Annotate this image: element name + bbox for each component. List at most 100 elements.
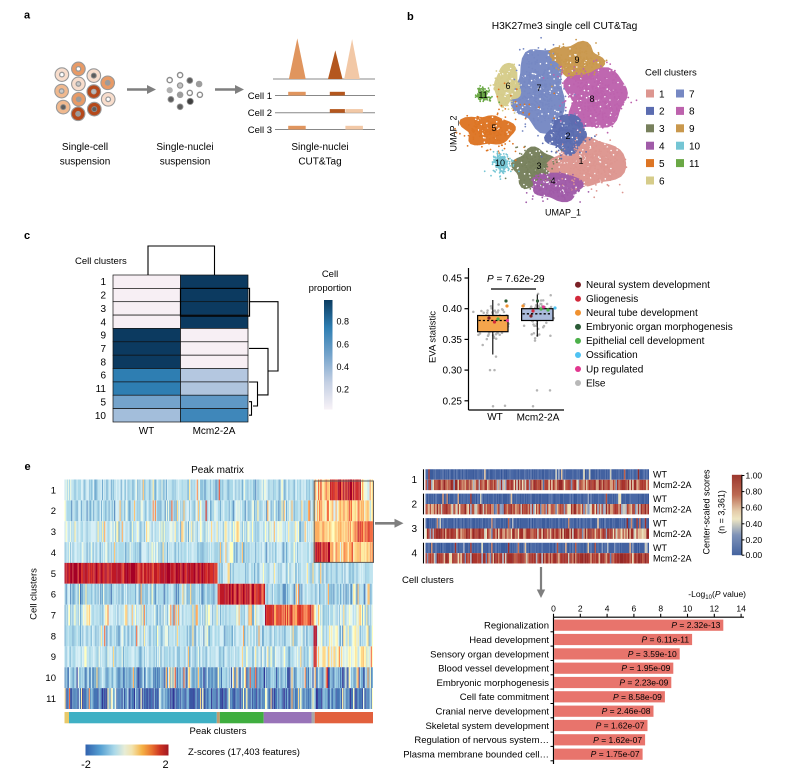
svg-text:Embryonic organ morphogenesis: Embryonic organ morphogenesis [586, 322, 733, 333]
svg-text:(n = 3,361): (n = 3,361) [717, 490, 727, 534]
svg-text:2: 2 [51, 506, 56, 517]
svg-text:1: 1 [411, 475, 417, 486]
svg-text:0.40: 0.40 [443, 304, 463, 315]
svg-text:8: 8 [689, 107, 695, 118]
svg-text:Gliogenesis: Gliogenesis [586, 294, 638, 305]
svg-text:Mcm2-2A: Mcm2-2A [653, 504, 692, 514]
svg-text:3: 3 [659, 124, 665, 135]
svg-text:WT: WT [653, 470, 667, 480]
svg-text:WT: WT [653, 519, 667, 529]
svg-text:H3K27me3 single cell CUT&Tag: H3K27me3 single cell CUT&Tag [492, 21, 638, 32]
svg-text:0.00: 0.00 [746, 550, 763, 560]
svg-text:5: 5 [659, 159, 665, 170]
svg-text:WT: WT [653, 543, 667, 553]
svg-text:Cell fate commitment: Cell fate commitment [460, 692, 550, 703]
svg-text:Neural tube development: Neural tube development [586, 308, 698, 319]
svg-text:Head development: Head development [469, 635, 549, 646]
svg-text:12: 12 [710, 604, 720, 614]
svg-text:0.25: 0.25 [443, 396, 463, 407]
svg-text:Cell 1: Cell 1 [248, 91, 272, 102]
svg-text:Else: Else [586, 378, 606, 389]
svg-text:Cell: Cell [322, 269, 338, 280]
svg-text:8: 8 [589, 94, 594, 104]
svg-text:7: 7 [536, 83, 541, 93]
svg-text:P = 1.62e-07: P = 1.62e-07 [593, 735, 642, 745]
svg-text:3: 3 [51, 527, 56, 538]
svg-text:Epithelial cell development: Epithelial cell development [586, 336, 705, 347]
svg-text:8: 8 [658, 604, 663, 614]
svg-text:10: 10 [45, 673, 56, 684]
svg-text:6: 6 [505, 81, 510, 91]
svg-text:Mcm2-2A: Mcm2-2A [653, 480, 692, 490]
svg-text:9: 9 [689, 124, 695, 135]
svg-text:proportion: proportion [309, 283, 352, 294]
svg-text:4: 4 [550, 176, 555, 186]
svg-text:7: 7 [100, 344, 106, 355]
svg-text:10: 10 [689, 142, 701, 153]
svg-text:2: 2 [565, 131, 570, 141]
svg-text:1: 1 [578, 156, 583, 166]
svg-text:0: 0 [551, 604, 556, 614]
svg-text:Z-scores (17,403 features): Z-scores (17,403 features) [188, 747, 300, 758]
svg-text:3: 3 [100, 304, 106, 315]
svg-text:9: 9 [51, 652, 56, 663]
svg-text:a: a [24, 10, 31, 22]
svg-text:3: 3 [536, 161, 541, 171]
svg-text:P = 1.62e-07: P = 1.62e-07 [596, 721, 645, 731]
svg-text:0.20: 0.20 [746, 535, 763, 545]
svg-text:5: 5 [491, 123, 496, 133]
svg-text:Single-nuclei: Single-nuclei [291, 142, 348, 153]
svg-text:2: 2 [578, 604, 583, 614]
svg-text:Cell clusters: Cell clusters [645, 68, 697, 79]
svg-text:1: 1 [100, 277, 106, 288]
svg-text:P = 7.62e-29: P = 7.62e-29 [487, 274, 545, 285]
svg-text:0.30: 0.30 [443, 366, 463, 377]
svg-text:P = 6.11e-11: P = 6.11e-11 [641, 635, 689, 645]
svg-text:4: 4 [659, 142, 665, 153]
svg-text:11: 11 [689, 159, 700, 170]
svg-text:0.45: 0.45 [443, 274, 463, 285]
svg-text:Regulation of nervous system…: Regulation of nervous system… [414, 735, 549, 746]
svg-text:Cell 2: Cell 2 [248, 108, 272, 119]
svg-text:Up regulated: Up regulated [586, 364, 643, 375]
svg-text:d: d [440, 230, 447, 242]
svg-text:Cell clusters: Cell clusters [29, 568, 40, 620]
svg-text:Embryonic morphogenesis: Embryonic morphogenesis [437, 678, 550, 689]
svg-text:Mcm2-2A: Mcm2-2A [193, 426, 236, 437]
svg-text:Cell clusters: Cell clusters [402, 575, 454, 586]
svg-text:11: 11 [96, 384, 107, 395]
svg-text:6: 6 [659, 176, 665, 187]
svg-text:0.2: 0.2 [337, 385, 350, 395]
svg-text:6: 6 [51, 590, 56, 601]
svg-text:P = 3.59e-10: P = 3.59e-10 [628, 649, 677, 659]
svg-text:Peak clusters: Peak clusters [189, 726, 246, 737]
svg-text:Regionalization: Regionalization [484, 621, 549, 632]
svg-text:UMAP_1: UMAP_1 [545, 208, 581, 218]
svg-text:Skeletal system development: Skeletal system development [425, 721, 549, 732]
svg-text:4: 4 [605, 604, 610, 614]
svg-text:4: 4 [51, 548, 56, 559]
svg-text:11: 11 [478, 90, 487, 100]
svg-text:b: b [407, 11, 414, 23]
svg-text:1.00: 1.00 [746, 471, 763, 481]
svg-text:6: 6 [632, 604, 637, 614]
svg-text:P = 1.75e-07: P = 1.75e-07 [591, 749, 640, 759]
svg-text:Blood vessel development: Blood vessel development [438, 664, 549, 675]
svg-text:Ossification: Ossification [586, 350, 638, 361]
svg-text:P = 2.46e-08: P = 2.46e-08 [602, 706, 651, 716]
svg-text:e: e [25, 461, 31, 473]
svg-text:-Log10(P value): -Log10(P value) [688, 589, 746, 601]
svg-text:P = 8.58e-09: P = 8.58e-09 [613, 692, 662, 702]
svg-text:Sensory organ development: Sensory organ development [430, 649, 549, 660]
svg-text:Cell 3: Cell 3 [248, 125, 272, 136]
svg-text:P = 2.23e-09: P = 2.23e-09 [619, 678, 668, 688]
svg-text:10: 10 [683, 604, 693, 614]
svg-text:2: 2 [411, 500, 417, 511]
svg-text:4: 4 [100, 317, 106, 328]
svg-text:Center-scaled scores: Center-scaled scores [702, 469, 712, 555]
svg-text:1: 1 [51, 485, 56, 496]
svg-text:8: 8 [51, 631, 56, 642]
svg-text:Single-cell: Single-cell [62, 142, 108, 153]
svg-text:0.60: 0.60 [746, 503, 763, 513]
svg-text:7: 7 [51, 611, 56, 622]
